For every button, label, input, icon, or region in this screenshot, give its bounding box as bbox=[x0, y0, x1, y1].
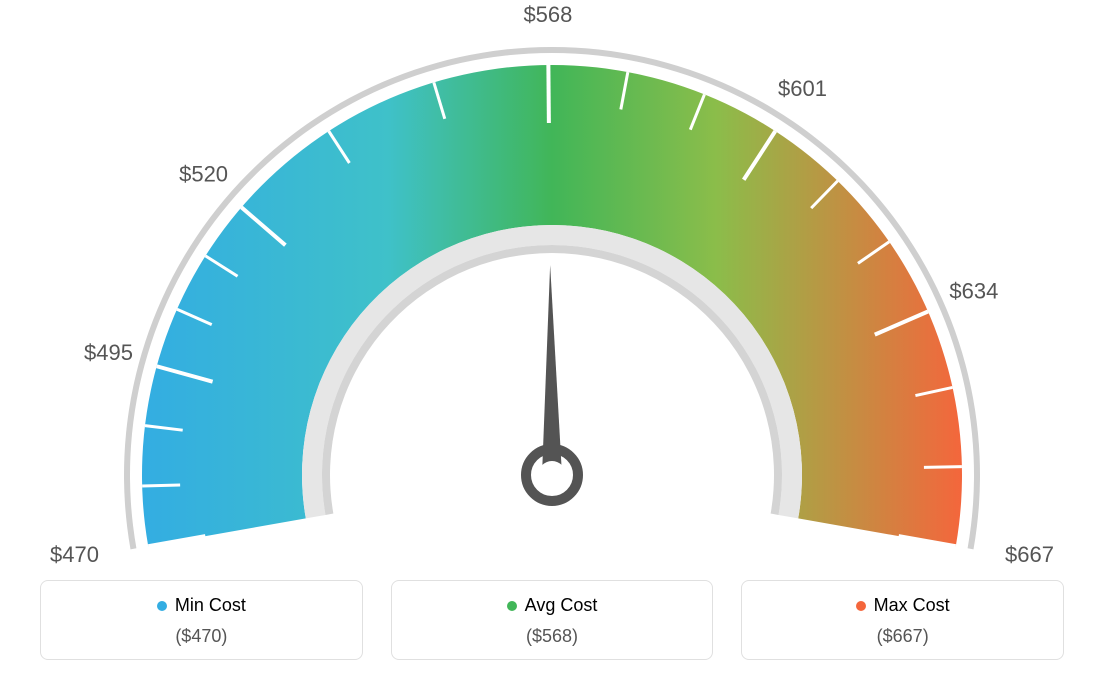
svg-text:$634: $634 bbox=[949, 279, 998, 304]
svg-text:$568: $568 bbox=[523, 2, 572, 27]
legend-dot-min bbox=[157, 601, 167, 611]
legend-card-min: Min Cost ($470) bbox=[40, 580, 363, 660]
gauge-chart: $470 $495 $520 $568 $601 $634 $667 bbox=[0, 0, 1104, 580]
legend-dot-max bbox=[856, 601, 866, 611]
gauge-svg: $470 $495 $520 $568 $601 $634 $667 bbox=[0, 0, 1104, 580]
legend-label-max: Max Cost bbox=[874, 595, 950, 616]
legend-title-min: Min Cost bbox=[157, 595, 246, 616]
legend-label-min: Min Cost bbox=[175, 595, 246, 616]
legend-card-max: Max Cost ($667) bbox=[741, 580, 1064, 660]
legend-value-max: ($667) bbox=[752, 626, 1053, 647]
legend-card-avg: Avg Cost ($568) bbox=[391, 580, 714, 660]
legend-value-avg: ($568) bbox=[402, 626, 703, 647]
legend-dot-avg bbox=[507, 601, 517, 611]
legend-row: Min Cost ($470) Avg Cost ($568) Max Cost… bbox=[0, 580, 1104, 660]
svg-text:$601: $601 bbox=[778, 76, 827, 101]
svg-text:$667: $667 bbox=[1005, 542, 1054, 567]
legend-title-avg: Avg Cost bbox=[507, 595, 598, 616]
legend-label-avg: Avg Cost bbox=[525, 595, 598, 616]
legend-value-min: ($470) bbox=[51, 626, 352, 647]
legend-title-max: Max Cost bbox=[856, 595, 950, 616]
svg-text:$470: $470 bbox=[50, 542, 99, 567]
svg-text:$520: $520 bbox=[179, 162, 228, 187]
svg-text:$495: $495 bbox=[84, 340, 133, 365]
